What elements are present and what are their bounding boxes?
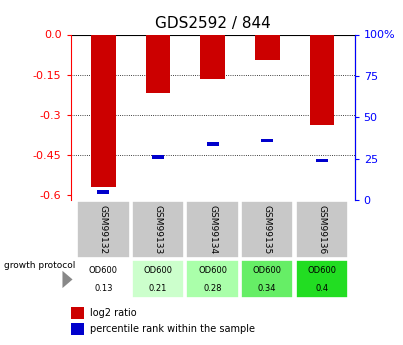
Text: OD600: OD600 xyxy=(253,266,282,275)
Bar xyxy=(316,159,328,162)
Bar xyxy=(132,201,184,258)
Bar xyxy=(310,34,334,125)
Bar xyxy=(241,201,293,258)
Text: OD600: OD600 xyxy=(198,266,227,275)
Bar xyxy=(145,34,170,93)
Bar xyxy=(71,307,84,319)
Bar xyxy=(152,155,164,159)
Text: OD600: OD600 xyxy=(307,266,337,275)
Bar xyxy=(241,260,293,298)
Bar xyxy=(77,201,129,258)
Text: 0.21: 0.21 xyxy=(149,284,167,293)
Bar xyxy=(296,201,348,258)
Bar xyxy=(91,34,116,187)
Bar xyxy=(186,260,239,298)
Text: 0.34: 0.34 xyxy=(258,284,276,293)
Bar xyxy=(132,260,184,298)
Title: GDS2592 / 844: GDS2592 / 844 xyxy=(155,16,270,31)
Text: GSM99136: GSM99136 xyxy=(317,205,326,254)
Bar xyxy=(255,34,280,60)
Text: GSM99134: GSM99134 xyxy=(208,205,217,254)
Text: GSM99132: GSM99132 xyxy=(99,205,108,254)
Text: 0.13: 0.13 xyxy=(94,284,112,293)
Text: log2 ratio: log2 ratio xyxy=(90,308,137,318)
Text: OD600: OD600 xyxy=(89,266,118,275)
Text: percentile rank within the sample: percentile rank within the sample xyxy=(90,324,256,334)
Polygon shape xyxy=(62,271,73,288)
Text: 0.4: 0.4 xyxy=(315,284,328,293)
Bar xyxy=(200,34,225,79)
Bar xyxy=(207,142,218,146)
Text: 0.28: 0.28 xyxy=(204,284,222,293)
Text: GSM99133: GSM99133 xyxy=(154,205,162,254)
Bar xyxy=(97,190,109,194)
Bar xyxy=(71,323,84,335)
Text: growth protocol: growth protocol xyxy=(4,261,75,270)
Text: GSM99135: GSM99135 xyxy=(263,205,272,254)
Text: OD600: OD600 xyxy=(143,266,172,275)
Bar xyxy=(186,201,239,258)
Bar xyxy=(261,139,273,142)
Bar xyxy=(77,260,129,298)
Bar xyxy=(296,260,348,298)
